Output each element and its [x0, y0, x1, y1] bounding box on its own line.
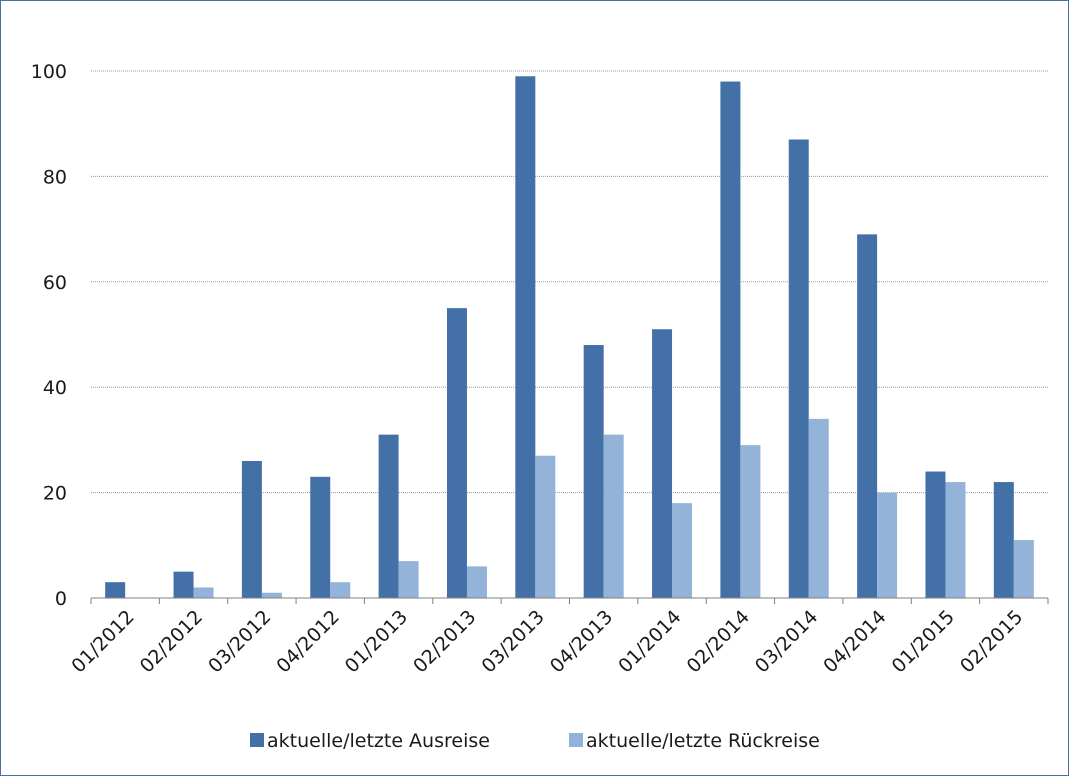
- bar-rueckreise-1: [193, 587, 214, 598]
- bar-rueckreise-3: [330, 582, 351, 598]
- bar-ausreise-7: [583, 345, 604, 598]
- x-tick-label: 01/2012: [67, 606, 138, 677]
- x-tick-label: 03/2013: [477, 606, 548, 677]
- bar-ausreise-8: [652, 329, 673, 598]
- bar-ausreise-11: [857, 234, 878, 598]
- bar-ausreise-3: [310, 476, 331, 598]
- y-tick-label: 20: [43, 483, 67, 505]
- bar-ausreise-1: [173, 571, 194, 598]
- x-tick-label: 02/2014: [683, 606, 754, 677]
- y-tick-label: 80: [43, 166, 67, 188]
- bar-rueckreise-4: [398, 561, 419, 598]
- y-axis: 0 20 40 60 80 100: [31, 61, 67, 610]
- x-tick-label: 02/2013: [409, 606, 480, 677]
- bar-ausreise-10: [788, 139, 809, 598]
- bar-rueckreise-5: [466, 566, 487, 598]
- legend-swatch-1: [569, 733, 583, 747]
- legend-label-1: aktuelle/letzte Rückreise: [586, 730, 820, 752]
- bars: [105, 76, 1034, 599]
- y-tick-label: 40: [43, 377, 67, 399]
- bar-ausreise-2: [241, 460, 262, 598]
- bar-ausreise-4: [378, 434, 399, 598]
- bar-ausreise-0: [105, 582, 126, 598]
- y-tick-label: 100: [31, 61, 67, 83]
- x-tick-label: 02/2015: [956, 606, 1027, 677]
- legend: aktuelle/letzte Ausreise aktuelle/letzte …: [250, 730, 820, 752]
- x-tick-label: 03/2012: [204, 606, 275, 677]
- bar-rueckreise-9: [740, 445, 761, 598]
- bar-rueckreise-11: [877, 492, 898, 598]
- x-tick-label: 03/2014: [751, 606, 822, 677]
- bar-ausreise-13: [993, 482, 1014, 598]
- bar-ausreise-9: [720, 81, 741, 599]
- x-tick-label: 02/2012: [136, 606, 207, 677]
- x-tick-label: 04/2013: [546, 606, 617, 677]
- x-tick-label: 04/2012: [272, 606, 343, 677]
- x-tick-label: 04/2014: [819, 606, 890, 677]
- legend-label-0: aktuelle/letzte Ausreise: [267, 730, 490, 752]
- bar-rueckreise-10: [808, 418, 829, 598]
- gridlines: [91, 70, 1048, 494]
- y-tick-label: 60: [43, 272, 67, 294]
- bar-ausreise-12: [925, 471, 946, 598]
- bar-rueckreise-2: [261, 592, 282, 598]
- x-tick-label: 01/2014: [614, 606, 685, 677]
- x-tick-label: 01/2015: [888, 606, 959, 677]
- bar-rueckreise-7: [603, 434, 624, 598]
- bar-ausreise-6: [515, 76, 536, 598]
- bar-rueckreise-8: [672, 503, 693, 598]
- x-axis: 01/201202/201203/201204/201201/201302/20…: [67, 598, 1049, 677]
- bar-rueckreise-13: [1013, 540, 1034, 598]
- x-tick-label: 01/2013: [341, 606, 412, 677]
- bar-rueckreise-12: [945, 482, 966, 598]
- legend-swatch-0: [250, 733, 264, 747]
- bar-ausreise-5: [446, 308, 467, 598]
- y-tick-label: 0: [55, 588, 67, 610]
- bar-rueckreise-6: [535, 455, 556, 598]
